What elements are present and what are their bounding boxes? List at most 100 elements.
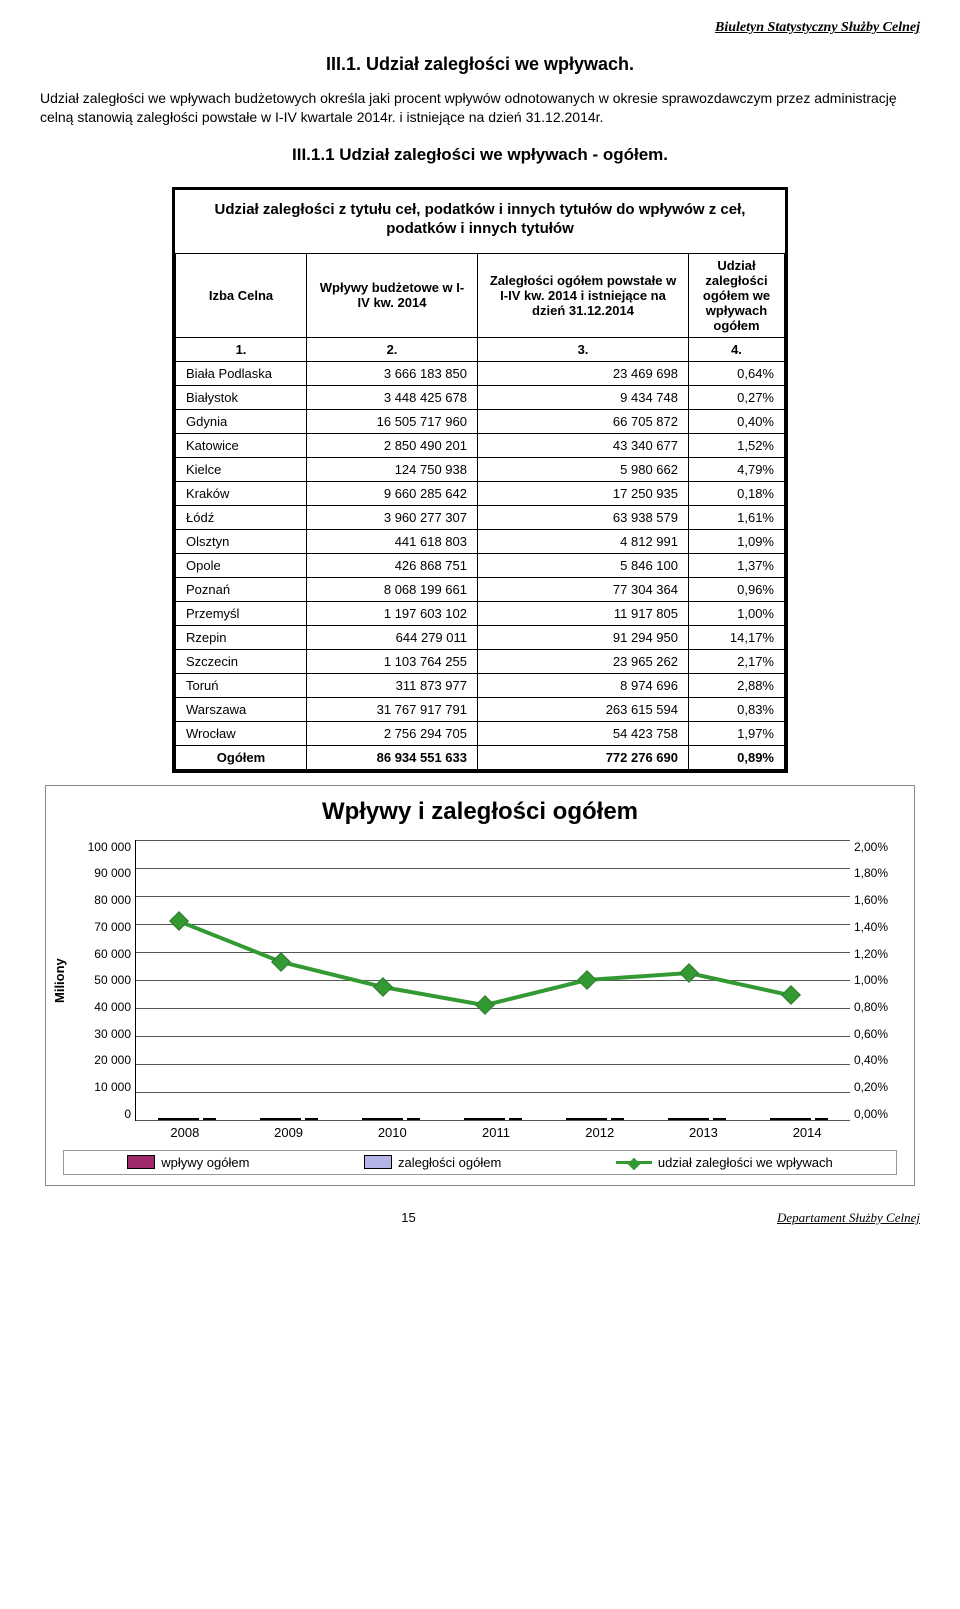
cell-label: Opole bbox=[176, 553, 307, 577]
col-num-3: 3. bbox=[478, 337, 689, 361]
cell-v3: 9 434 748 bbox=[478, 385, 689, 409]
ytick-left: 60 000 bbox=[73, 947, 131, 961]
table-title: Udział zaległości z tytułu ceł, podatków… bbox=[175, 190, 785, 253]
cell-v3: 5 846 100 bbox=[478, 553, 689, 577]
xtick: 2014 bbox=[750, 1121, 854, 1140]
cell-label: Przemyśl bbox=[176, 601, 307, 625]
cell-label: Łódź bbox=[176, 505, 307, 529]
cell-label: Kraków bbox=[176, 481, 307, 505]
swatch-line bbox=[616, 1161, 652, 1164]
ytick-right: 1,80% bbox=[854, 866, 906, 880]
bar-zaleglosci bbox=[203, 1118, 215, 1120]
x-axis: 2008200920102011201220132014 bbox=[128, 1121, 854, 1140]
header-text: Biuletyn Statystyczny Służby Celnej bbox=[40, 20, 920, 36]
left-axis: 100 00090 00080 00070 00060 00050 00040 … bbox=[69, 840, 135, 1121]
cell-v4: 0,96% bbox=[689, 577, 785, 601]
legend-label-3: udział zaległości we wpływach bbox=[658, 1155, 833, 1170]
cell-v2: 644 279 011 bbox=[307, 625, 478, 649]
cell-label: Rzepin bbox=[176, 625, 307, 649]
cell-v3: 43 340 677 bbox=[478, 433, 689, 457]
col-header-4: Udział zaległości ogółem we wpływach ogó… bbox=[689, 253, 785, 337]
line-marker bbox=[475, 995, 495, 1015]
table-row: Kraków9 660 285 64217 250 9350,18% bbox=[176, 481, 785, 505]
cell-v3: 63 938 579 bbox=[478, 505, 689, 529]
table-row: Poznań8 068 199 66177 304 3640,96% bbox=[176, 577, 785, 601]
ytick-right: 0,60% bbox=[854, 1027, 906, 1041]
line-marker bbox=[781, 985, 801, 1005]
cell-v4: 0,18% bbox=[689, 481, 785, 505]
cell-label: Biała Podlaska bbox=[176, 361, 307, 385]
cell-v4: 1,97% bbox=[689, 721, 785, 745]
data-table: Izba Celna Wpływy budżetowe w I-IV kw. 2… bbox=[175, 253, 785, 770]
cell-v3: 91 294 950 bbox=[478, 625, 689, 649]
col-header-3: Zaległości ogółem powstałe w I-IV kw. 20… bbox=[478, 253, 689, 337]
gridline bbox=[136, 896, 850, 897]
cell-v2: 124 750 938 bbox=[307, 457, 478, 481]
xtick: 2008 bbox=[128, 1121, 232, 1140]
plot-area bbox=[135, 840, 850, 1121]
ytick-left: 100 000 bbox=[73, 840, 131, 854]
bar-zaleglosci bbox=[407, 1118, 419, 1120]
cell-v2: 426 868 751 bbox=[307, 553, 478, 577]
cell-label: Olsztyn bbox=[176, 529, 307, 553]
cell-label: Poznań bbox=[176, 577, 307, 601]
line-marker bbox=[577, 970, 597, 990]
ytick-right: 0,80% bbox=[854, 1000, 906, 1014]
col-header-2: Wpływy budżetowe w I-IV kw. 2014 bbox=[307, 253, 478, 337]
cell-v2: 2 756 294 705 bbox=[307, 721, 478, 745]
table-row: Łódź3 960 277 30763 938 5791,61% bbox=[176, 505, 785, 529]
cell-v4: 1,37% bbox=[689, 553, 785, 577]
table-row: Wrocław2 756 294 70554 423 7581,97% bbox=[176, 721, 785, 745]
ytick-left: 0 bbox=[73, 1107, 131, 1121]
xtick: 2010 bbox=[335, 1121, 439, 1140]
cell-v2: 3 960 277 307 bbox=[307, 505, 478, 529]
cell-label: Katowice bbox=[176, 433, 307, 457]
cell-v2: 8 068 199 661 bbox=[307, 577, 478, 601]
cell-v3: 23 965 262 bbox=[478, 649, 689, 673]
cell-label: Szczecin bbox=[176, 649, 307, 673]
right-axis: 2,00%1,80%1,60%1,40%1,20%1,00%0,80%0,60%… bbox=[850, 840, 910, 1121]
table-row: Toruń311 873 9778 974 6962,88% bbox=[176, 673, 785, 697]
cell-v3: 17 250 935 bbox=[478, 481, 689, 505]
cell-v3: 23 469 698 bbox=[478, 361, 689, 385]
cell-v2: 441 618 803 bbox=[307, 529, 478, 553]
gridline bbox=[136, 980, 850, 981]
cell-v4: 1,00% bbox=[689, 601, 785, 625]
cell-v4: 2,88% bbox=[689, 673, 785, 697]
bar-zaleglosci bbox=[305, 1118, 317, 1120]
cell-v3: 11 917 805 bbox=[478, 601, 689, 625]
gridline bbox=[136, 1036, 850, 1037]
gridline bbox=[136, 840, 850, 841]
bar-wplywy bbox=[260, 1118, 301, 1120]
cell-v4: 14,17% bbox=[689, 625, 785, 649]
ytick-right: 1,20% bbox=[854, 947, 906, 961]
ytick-left: 70 000 bbox=[73, 920, 131, 934]
col-header-1: Izba Celna bbox=[176, 253, 307, 337]
col-num-2: 2. bbox=[307, 337, 478, 361]
xtick: 2012 bbox=[543, 1121, 647, 1140]
swatch-bar2 bbox=[364, 1155, 392, 1169]
bar-zaleglosci bbox=[815, 1118, 827, 1120]
ytick-right: 1,40% bbox=[854, 920, 906, 934]
cell-v2: 9 660 285 642 bbox=[307, 481, 478, 505]
cell-v3: 4 812 991 bbox=[478, 529, 689, 553]
cell-label: Białystok bbox=[176, 385, 307, 409]
cell-v4: 1,09% bbox=[689, 529, 785, 553]
cell-label: Toruń bbox=[176, 673, 307, 697]
page-number: 15 bbox=[401, 1210, 415, 1226]
table-row: Katowice2 850 490 20143 340 6771,52% bbox=[176, 433, 785, 457]
chart-area: Miliony 100 00090 00080 00070 00060 0005… bbox=[50, 840, 910, 1121]
table-row: Przemyśl1 197 603 10211 917 8051,00% bbox=[176, 601, 785, 625]
cell-v2: 16 505 717 960 bbox=[307, 409, 478, 433]
footer-right: Departament Służby Celnej bbox=[777, 1210, 920, 1226]
gridline bbox=[136, 924, 850, 925]
table-row: Szczecin1 103 764 25523 965 2622,17% bbox=[176, 649, 785, 673]
swatch-bar1 bbox=[127, 1155, 155, 1169]
cell-label: Ogółem bbox=[176, 745, 307, 769]
cell-v4: 0,83% bbox=[689, 697, 785, 721]
line-marker bbox=[271, 952, 291, 972]
xtick: 2009 bbox=[232, 1121, 336, 1140]
trend-line bbox=[179, 921, 791, 1005]
ytick-left: 50 000 bbox=[73, 973, 131, 987]
table-row: Kielce124 750 9385 980 6624,79% bbox=[176, 457, 785, 481]
